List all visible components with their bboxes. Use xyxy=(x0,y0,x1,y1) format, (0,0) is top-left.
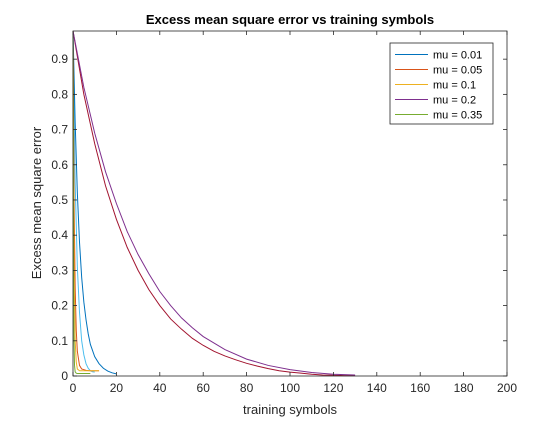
y-tick-label: 0.6 xyxy=(51,158,68,172)
y-tick-label: 0.2 xyxy=(51,299,68,313)
legend-label: mu = 0.01 xyxy=(433,50,482,62)
y-tick-label: 0 xyxy=(61,369,68,383)
x-tick-label: 80 xyxy=(240,381,254,395)
x-tick-label: 140 xyxy=(367,381,387,395)
x-axis-label: training symbols xyxy=(243,402,337,417)
series-line-3 xyxy=(72,30,100,372)
y-axis-label: Excess mean square error xyxy=(29,126,44,279)
y-ticks: 0 0.1 0.2 0.3 0.4 0.5 0.6 0.7 0.8 0.9 xyxy=(51,52,507,383)
legend-label: mu = 0.2 xyxy=(433,95,476,107)
y-tick-label: 0.5 xyxy=(51,193,68,207)
x-tick-label: 20 xyxy=(110,381,124,395)
legend-label: mu = 0.05 xyxy=(433,65,482,77)
x-tick-label: 120 xyxy=(323,381,343,395)
series-line-4 xyxy=(72,30,356,376)
trace-line-2 xyxy=(72,30,356,377)
y-tick-label: 0.8 xyxy=(51,87,68,101)
x-tick-label: 0 xyxy=(70,381,77,395)
x-tick-label: 40 xyxy=(153,381,167,395)
series-line-5 xyxy=(72,30,91,375)
y-tick-label: 0.3 xyxy=(51,263,68,277)
x-tick-label: 60 xyxy=(197,381,211,395)
x-tick-label: 180 xyxy=(454,381,474,395)
y-tick-label: 0.7 xyxy=(51,123,68,137)
x-ticks: 0 20 40 60 80 100 120 140 160 180 200 xyxy=(70,31,517,395)
y-tick-label: 0.9 xyxy=(51,52,68,66)
traces xyxy=(72,30,356,377)
series-line-1 xyxy=(72,30,117,375)
x-tick-label: 100 xyxy=(280,381,300,395)
legend-label: mu = 0.1 xyxy=(433,80,476,92)
legend: mu = 0.01 mu = 0.05 mu = 0.1 mu = 0.2 mu = 0… xyxy=(389,42,494,125)
legend-box xyxy=(389,42,494,125)
y-tick-label: 0.1 xyxy=(51,334,68,348)
y-tick-label: 0.4 xyxy=(51,228,68,242)
chart-title: Excess mean square error vs training sym… xyxy=(146,12,434,27)
x-tick-label: 200 xyxy=(497,381,517,395)
legend-label: mu = 0.35 xyxy=(433,110,482,122)
x-tick-label: 160 xyxy=(410,381,430,395)
